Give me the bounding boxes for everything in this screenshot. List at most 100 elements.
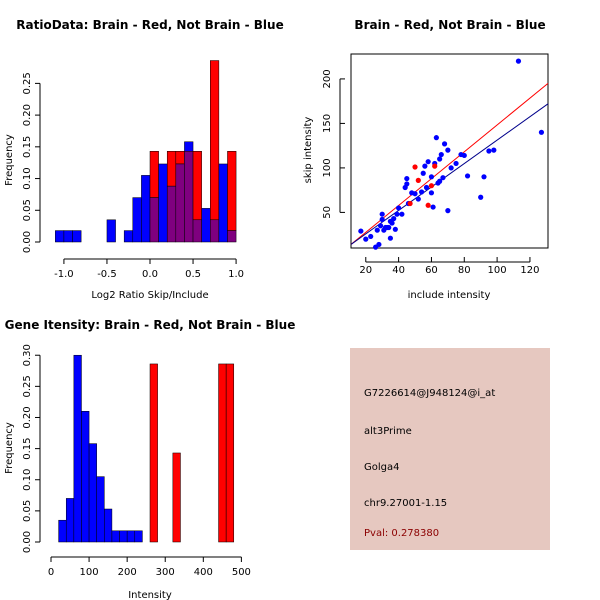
intensity-histogram-bar xyxy=(104,508,113,543)
intensity-histogram-bar xyxy=(96,476,105,543)
info-panel: G7226614@J948124@i_at alt3Prime Golga4 c… xyxy=(350,348,550,550)
ratio-histogram-bar xyxy=(106,219,116,243)
scatter-point-not-brain xyxy=(464,173,471,179)
scatter-point-not-brain xyxy=(399,211,405,217)
ratio-histogram-bar xyxy=(175,151,185,165)
intensity-histogram-x-tick-label: 0 xyxy=(48,567,54,578)
scatter-point-not-brain xyxy=(425,159,431,165)
ratio-histogram-bar xyxy=(184,141,194,152)
scatter-x-tick-label: 60 xyxy=(425,265,438,276)
scatter-point-not-brain xyxy=(412,191,418,197)
scatter-point-not-brain xyxy=(478,194,484,200)
ratio-histogram-bar xyxy=(201,208,211,243)
scatter-point-not-brain xyxy=(538,129,545,135)
scatter-point-not-brain xyxy=(430,204,436,210)
ratio-histogram-x-tick-label: 1.0 xyxy=(228,269,244,280)
scatter-y-tick-label: 100 xyxy=(322,158,333,177)
scatter-point-not-brain xyxy=(491,147,497,153)
scatter-xlabel: include intensity xyxy=(408,290,491,301)
intensity-histogram-panel: Gene Itensity: Brain - Red, Not Brain - … xyxy=(4,318,295,600)
intensity-histogram-bar xyxy=(81,411,90,543)
scatter-point-not-brain xyxy=(396,205,402,211)
scatter-point-not-brain xyxy=(374,227,380,233)
intensity-histogram-y-tick-label: 0.15 xyxy=(22,437,33,459)
ratio-histogram-xlabel: Log2 Ratio Skip/Include xyxy=(91,290,208,301)
info-probe-id: G7226614@J948124@i_at xyxy=(364,388,495,399)
intensity-histogram-y-tick-label: 0.10 xyxy=(22,469,33,491)
ratio-histogram-bar xyxy=(227,151,237,231)
ratio-histogram-y-tick-label: 0.20 xyxy=(22,104,33,126)
ratio-histogram-bar-overlap xyxy=(227,230,237,243)
intensity-histogram-y-tick-label: 0.05 xyxy=(22,500,33,522)
scatter-point-not-brain xyxy=(418,189,425,195)
scatter-point-not-brain xyxy=(445,147,451,153)
scatter-y-tick-label: 50 xyxy=(322,206,333,219)
ratio-histogram-bar xyxy=(218,163,228,243)
scatter-title: Brain - Red, Not Brain - Blue xyxy=(354,18,545,32)
scatter-point-not-brain xyxy=(387,218,393,224)
intensity-histogram-bar xyxy=(172,452,181,543)
scatter-point-not-brain xyxy=(387,235,393,241)
scatter-point-not-brain xyxy=(437,156,443,162)
ratio-histogram-bar xyxy=(132,197,142,243)
intensity-histogram-y-tick-label: 0.00 xyxy=(22,531,33,553)
ratio-histogram-bar xyxy=(55,230,65,243)
scatter-point-brain xyxy=(432,163,438,169)
scatter-point-not-brain xyxy=(368,233,374,240)
ratio-histogram-x-tick-label: 0.5 xyxy=(185,269,201,280)
scatter-x-tick-label: 20 xyxy=(359,265,372,276)
scatter-point-not-brain xyxy=(423,184,430,191)
ratio-histogram-bar xyxy=(149,151,159,198)
ratio-histogram-bars xyxy=(55,60,237,243)
ratio-histogram-ylabel: Frequency xyxy=(4,134,15,186)
ratio-histogram-y-tick-label: 0.05 xyxy=(22,199,33,221)
scatter-point-not-brain xyxy=(386,224,392,231)
scatter-point-brain xyxy=(407,200,413,207)
scatter-point-not-brain xyxy=(379,216,385,223)
ratio-histogram-bar xyxy=(158,163,168,243)
ratio-histogram-y-tick-label: 0.15 xyxy=(22,136,33,158)
intensity-histogram-bar xyxy=(218,363,227,543)
intensity-histogram-bar xyxy=(58,519,67,543)
scatter-point-not-brain xyxy=(394,211,400,217)
ratio-histogram-y-tick-label: 0.25 xyxy=(22,72,33,94)
scatter-point-not-brain xyxy=(379,211,385,217)
scatter-point-brain xyxy=(428,183,435,189)
intensity-histogram-y-tick-label: 0.25 xyxy=(22,375,33,397)
scatter-point-not-brain xyxy=(486,148,492,154)
scatter-point-not-brain xyxy=(481,174,487,180)
scatter-point-not-brain xyxy=(441,141,448,147)
scatter-point-brain xyxy=(425,202,431,208)
ratio-histogram-bar-overlap xyxy=(210,219,220,243)
intensity-histogram-y-tick-label: 0.20 xyxy=(22,406,33,428)
ratio-histogram-bar xyxy=(63,230,73,243)
scatter-plot-box xyxy=(350,53,549,249)
scatter-x-tick-label: 120 xyxy=(520,265,539,276)
ratio-histogram-bar xyxy=(210,60,220,221)
scatter-point-not-brain xyxy=(420,170,426,176)
intensity-histogram-bar xyxy=(73,354,82,543)
scatter-point-not-brain xyxy=(392,226,398,232)
intensity-histogram-x-tick-label: 100 xyxy=(80,567,99,578)
scatter-axes: 20 40 60 80 100 120 50 100 150 200 xyxy=(322,69,539,276)
ratio-histogram-bar xyxy=(192,151,202,221)
info-panel-background xyxy=(350,348,550,550)
ratio-histogram-bar-overlap xyxy=(175,163,185,243)
scatter-x-tick-label: 40 xyxy=(392,265,405,276)
info-pval: Pval: 0.278380 xyxy=(364,528,439,539)
scatter-point-not-brain xyxy=(358,228,364,234)
scatter-point-not-brain xyxy=(433,135,439,141)
intensity-histogram-bar xyxy=(149,363,158,543)
info-event-type: alt3Prime xyxy=(364,426,412,437)
ratio-histogram-axes: -1.0 -0.5 0.0 0.5 1.0 0.00 0.05 0.10 0.15 0.20 0.2… xyxy=(22,72,244,280)
scatter-point-not-brain xyxy=(422,163,428,169)
scatter-ylabel: skip intensity xyxy=(303,117,314,184)
scatter-point-not-brain xyxy=(437,178,443,184)
ratio-histogram-y-tick-label: 0.10 xyxy=(22,167,33,189)
scatter-point-not-brain xyxy=(515,58,522,64)
scatter-point-not-brain xyxy=(363,236,369,242)
intensity-histogram-title: Gene Itensity: Brain - Red, Not Brain - … xyxy=(5,318,296,332)
ratio-histogram-bar xyxy=(72,230,82,243)
scatter-point-brain xyxy=(412,164,418,170)
